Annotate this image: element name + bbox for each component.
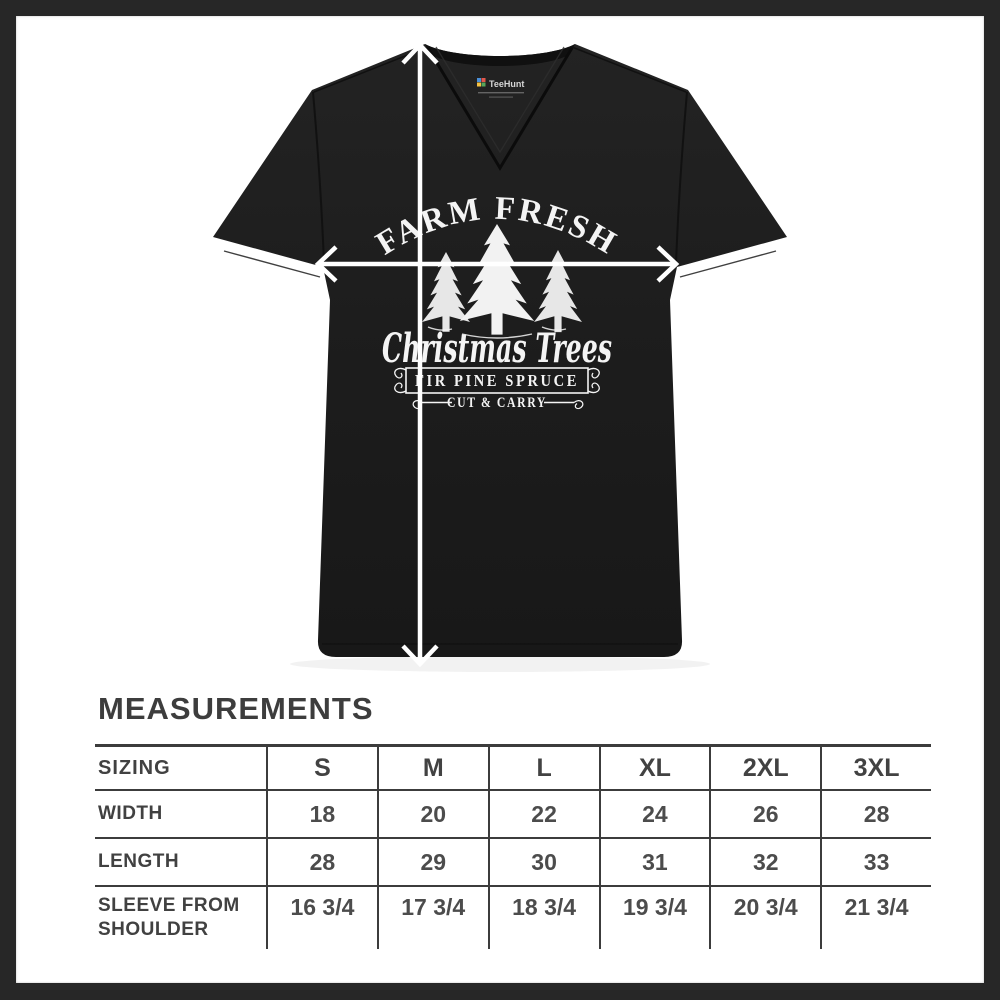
cell-value: 32	[709, 839, 820, 885]
cell-value: 18	[266, 791, 377, 837]
print-banner: FIR PINE SPRUCE	[394, 367, 600, 394]
header-sizing: SIZING	[98, 756, 171, 779]
print-tagline: CUT & CARRY	[412, 395, 584, 411]
brand-label-text: TeeHunt	[489, 79, 524, 89]
cell-value: 21 3/4	[820, 887, 931, 949]
neck-label: TeeHunt	[477, 78, 524, 98]
cell-value: 24	[598, 791, 710, 837]
measurements-heading: MEASUREMENTS	[98, 691, 374, 726]
size-chart-table: SIZING S M L XL 2XL 3XL WIDTH 18 20 22 2…	[95, 744, 931, 949]
cell-value: 18 3/4	[487, 887, 599, 949]
header-size-xl: XL	[598, 747, 710, 789]
table-row-sleeve: SLEEVE FROM SHOULDER 16 3/4 17 3/4 18 3/…	[95, 887, 931, 949]
brand-logo-icon	[477, 78, 481, 82]
header-size-m: M	[376, 747, 488, 789]
cell-value: 30	[487, 839, 599, 885]
print-tagline-text: CUT & CARRY	[447, 395, 547, 411]
width-arrow-icon	[314, 245, 680, 283]
cell-value: 28	[266, 839, 377, 885]
length-arrow-icon	[401, 41, 439, 668]
size-chart-header-row: SIZING S M L XL 2XL 3XL	[95, 747, 931, 791]
cell-value: 26	[709, 791, 820, 837]
cell-value: 16 3/4	[266, 887, 377, 949]
pine-trees-icon	[422, 224, 582, 339]
shirt-seams	[223, 46, 777, 645]
tshirt-body	[213, 44, 787, 657]
header-size-3xl: 3XL	[820, 747, 931, 789]
cell-value: 20	[376, 791, 488, 837]
table-row-length: LENGTH 28 29 30 31 32 33	[95, 839, 931, 887]
cell-value: 28	[820, 791, 931, 837]
vneck-collar	[425, 44, 575, 171]
cell-value: 29	[376, 839, 488, 885]
cell-value: 31	[598, 839, 710, 885]
cell-value: 17 3/4	[376, 887, 488, 949]
tshirt-photo: TeeHunt FARM FRESH Christmas Trees FIR P…	[213, 41, 787, 672]
header-size-l: L	[487, 747, 599, 789]
cell-value: 19 3/4	[598, 887, 710, 949]
header-size-2xl: 2XL	[709, 747, 820, 789]
print-banner-text: FIR PINE SPRUCE	[415, 371, 579, 390]
shirt-shadow	[290, 656, 710, 672]
print-script-title: Christmas Trees	[382, 325, 612, 372]
header-size-s: S	[266, 747, 377, 789]
cell-value: 22	[487, 791, 599, 837]
table-row-width: WIDTH 18 20 22 24 26 28	[95, 791, 931, 839]
row-label: SLEEVE FROM SHOULDER	[98, 895, 240, 940]
cell-value: 20 3/4	[709, 887, 820, 949]
row-label: LENGTH	[98, 851, 180, 872]
cell-value: 33	[820, 839, 931, 885]
row-label: WIDTH	[98, 803, 163, 824]
